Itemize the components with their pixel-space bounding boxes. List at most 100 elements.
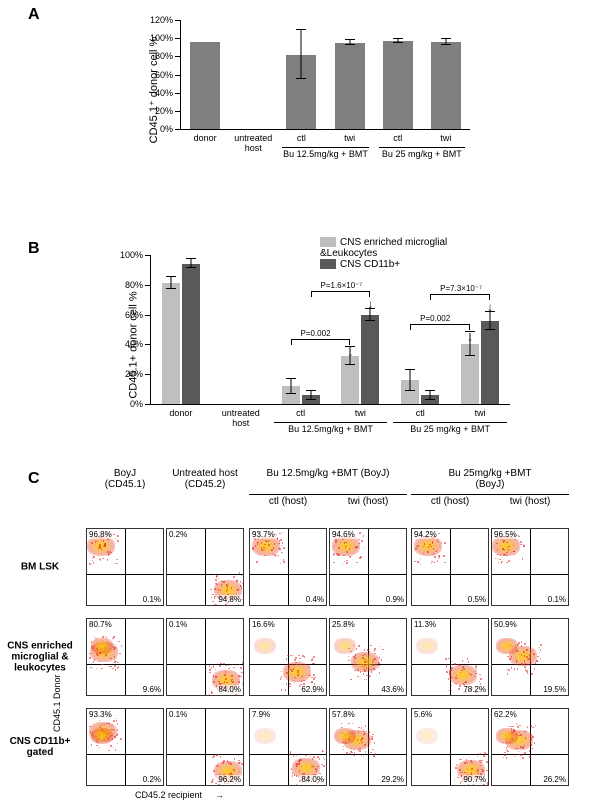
- xcat: ctl: [297, 129, 306, 143]
- facs-plot: 0.1% 96.2%: [166, 708, 244, 786]
- p-value: P=0.002: [420, 314, 450, 323]
- error-cap: [465, 355, 475, 356]
- error-cap: [186, 258, 196, 259]
- ytick-label: 60%: [125, 310, 151, 320]
- error-bar: [410, 370, 411, 391]
- gate-line: [450, 709, 451, 785]
- ytick-label: 40%: [125, 339, 151, 349]
- gate-line: [530, 529, 531, 605]
- error-cap: [166, 288, 176, 289]
- group-label: Bu 12.5mg/kg + BMT: [283, 149, 368, 159]
- facs-plot: 16.6% 62.9%: [249, 618, 327, 696]
- gate-line: [205, 619, 206, 695]
- quad-pct-br: 94.8%: [217, 595, 242, 604]
- chart-b-plot: 0%20%40%60%80%100%donoruntreatedhostctlt…: [150, 255, 510, 405]
- arrow-icon: ↓: [467, 330, 473, 344]
- p-bracket: [410, 324, 470, 330]
- row-header: CNS enrichedmicroglial &leukocytes: [0, 641, 85, 674]
- quad-pct-br: 96.2%: [217, 775, 242, 784]
- quad-pct-br: 0.1%: [547, 595, 567, 604]
- bar: [481, 321, 499, 404]
- ytick-label: 0%: [160, 124, 181, 134]
- error-cap: [186, 267, 196, 268]
- facs-plot: 0.2% 94.8%: [166, 528, 244, 606]
- quad-pct-br: 29.2%: [380, 775, 405, 784]
- group-line: [379, 147, 465, 148]
- gate-line: [205, 709, 206, 785]
- quad-pct-br: 0.4%: [305, 595, 325, 604]
- gate-line: [167, 754, 243, 755]
- ytick-label: 120%: [150, 15, 181, 25]
- quad-pct-br: 62.9%: [300, 685, 325, 694]
- ytick-label: 80%: [125, 280, 151, 290]
- quad-pct-br: 19.5%: [542, 685, 567, 694]
- facs-plot: 62.2%26.2%: [491, 708, 569, 786]
- xcat: twi: [355, 404, 366, 418]
- facs-plot: 0.1%84.0%: [166, 618, 244, 696]
- quad-pct-tl: 62.2%: [493, 710, 518, 719]
- facs-plot: 50.9%19.5%: [491, 618, 569, 696]
- quad-pct-tl: 0.2%: [168, 530, 188, 539]
- error-cap: [286, 378, 296, 379]
- error-cap: [405, 369, 415, 370]
- gate-line: [205, 529, 206, 605]
- bar: [335, 43, 365, 129]
- gate-line: [412, 574, 488, 575]
- ytick-label: 100%: [120, 250, 151, 260]
- col-header: Untreated host(CD45.2): [172, 468, 238, 490]
- gate-line: [288, 529, 289, 605]
- facs-plot: 96.8%0.1%: [86, 528, 164, 606]
- quad-pct-br: 84.0%: [300, 775, 325, 784]
- gate-line: [125, 709, 126, 785]
- panel-b-label: B: [28, 240, 40, 258]
- quad-pct-br: 0.2%: [142, 775, 162, 784]
- p-bracket: [291, 339, 351, 345]
- p-value: P=1.6×10⁻⁷: [321, 281, 363, 290]
- gate-line: [412, 754, 488, 755]
- col-subheader: ctl (host): [431, 496, 469, 507]
- bar: [190, 42, 220, 129]
- header-line: [249, 494, 407, 495]
- chart-b-legend: CNS enriched microglial&Leukocytes CNS C…: [320, 237, 447, 270]
- gate-line: [250, 574, 326, 575]
- p-bracket: [311, 291, 371, 297]
- arrow-icon: ↓: [487, 300, 493, 314]
- error-bar: [490, 312, 491, 330]
- facs-plot: 25.8%43.6%: [329, 618, 407, 696]
- quad-pct-tl: 16.6%: [251, 620, 276, 629]
- header-line: [411, 494, 569, 495]
- error-cap: [286, 393, 296, 394]
- group-line: [274, 422, 388, 423]
- gate-line: [492, 574, 568, 575]
- bar: [182, 264, 200, 404]
- y-axis-label: CD45.1 Donor: [52, 674, 62, 732]
- p-bracket: [430, 294, 490, 300]
- error-cap: [425, 390, 435, 391]
- gate-line: [87, 574, 163, 575]
- facs-plot: 96.5%0.1%: [491, 528, 569, 606]
- facs-plot: 5.6%90.7%: [411, 708, 489, 786]
- quad-pct-br: 90.7%: [462, 775, 487, 784]
- gate-line: [288, 709, 289, 785]
- quad-pct-tl: 94.6%: [331, 530, 356, 539]
- facs-plot: 11.3%78.2%: [411, 618, 489, 696]
- group-label: Bu 25 mg/kg + BMT: [410, 424, 490, 434]
- xcat: donor: [169, 404, 192, 418]
- gate-line: [125, 529, 126, 605]
- facs-plot: 80.7%9.6%: [86, 618, 164, 696]
- error-cap: [425, 399, 435, 400]
- gate-line: [330, 574, 406, 575]
- row-header: CNS CD11b+gated: [0, 736, 85, 758]
- gate-line: [368, 529, 369, 605]
- col-header: BoyJ(CD45.1): [105, 468, 146, 490]
- arrow-icon: ↓: [347, 345, 353, 359]
- quad-pct-tl: 96.8%: [88, 530, 113, 539]
- ytick-label: 0%: [130, 399, 151, 409]
- ytick-label: 40%: [155, 88, 181, 98]
- error-cap: [345, 364, 355, 365]
- chart-a-plot: 0%20%40%60%80%100%120%donoruntreatedhost…: [180, 20, 470, 130]
- gate-line: [450, 619, 451, 695]
- quad-pct-tl: 7.9%: [251, 710, 271, 719]
- ytick-label: 60%: [155, 70, 181, 80]
- quad-pct-tl: 0.1%: [168, 710, 188, 719]
